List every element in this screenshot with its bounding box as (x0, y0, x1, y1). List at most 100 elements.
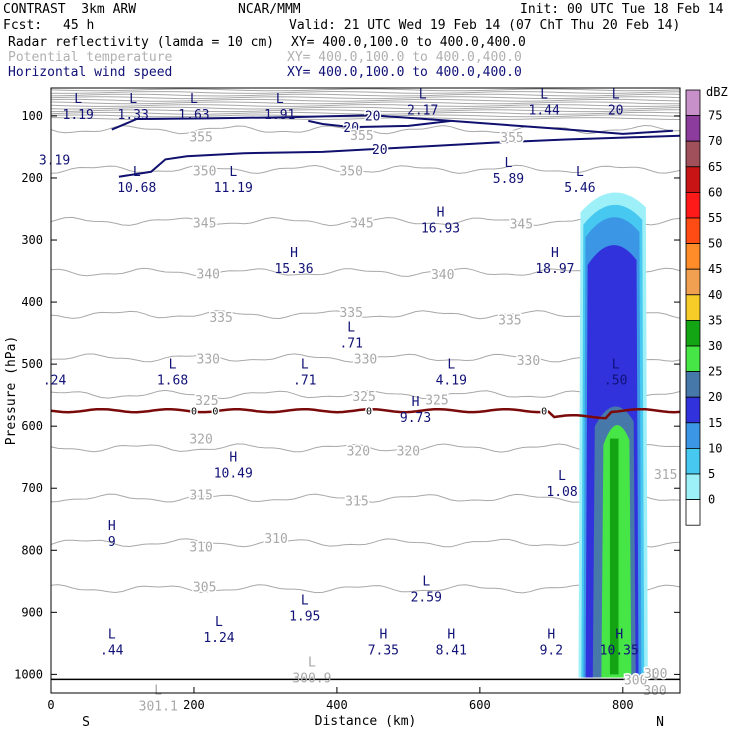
extremum-high-marker: H (615, 627, 623, 642)
extremum-value: 1.24 (203, 631, 234, 646)
extremum-value: 7.35 (368, 643, 399, 658)
theta-contour-label: 330 (517, 354, 540, 369)
colorbar-swatch (685, 191, 701, 219)
extremum-value: 2.59 (411, 591, 442, 606)
extremum-value: 10.35 (600, 643, 639, 658)
extremum-low-marker: L (308, 655, 316, 670)
colorbar-level-label: 20 (708, 390, 722, 404)
field-theta-name: Potential temperature (8, 50, 173, 65)
theta-contour-label: 340 (197, 268, 220, 283)
extremum-value: .24 (43, 374, 67, 389)
field-theta-xy: XY= 400.0,100.0 to 400.0,400.0 (287, 50, 522, 65)
extremum-value: 5.89 (493, 172, 524, 187)
field-reflectivity-name: Radar reflectivity (lamda = 10 cm) (8, 35, 275, 50)
extremum-value: .71 (293, 374, 316, 389)
extremum-low-marker: L (576, 165, 584, 180)
colorbar-swatch (685, 268, 701, 296)
colorbar-swatch (685, 473, 701, 501)
field-wind-xy: XY= 400.0,100.0 to 400.0,400.0 (287, 65, 522, 80)
extremum-low-marker: L (540, 88, 548, 103)
extremum-value: 300.9 (292, 671, 331, 686)
colorbar-level-label: 40 (708, 288, 722, 302)
theta-contour-label: 305 (193, 580, 216, 595)
theta-contour-315 (51, 493, 680, 503)
theta-contour-upper (51, 109, 680, 113)
theta-contour-340 (51, 267, 680, 277)
colorbar-swatch (685, 319, 701, 347)
extremum-value: 1.08 (546, 485, 577, 500)
extremum-low-marker: L (447, 358, 455, 373)
colorbar-level-label: 30 (708, 339, 722, 353)
extremum-value: 20 (608, 104, 624, 119)
theta-contour-325 (51, 389, 680, 400)
theta-contour-label: 320 (189, 433, 212, 448)
x-tick-label: 800 (612, 698, 634, 712)
theta-contour-label: 315 (345, 495, 368, 510)
extremum-value: 4.19 (436, 374, 467, 389)
extremum-value: 16.93 (421, 222, 460, 237)
colorbar-swatch (685, 140, 701, 168)
extremum-value: 9 (108, 535, 116, 550)
theta-contour-335 (51, 310, 680, 320)
x-tick-label: 600 (469, 698, 491, 712)
extremum-low-marker: L (108, 627, 116, 642)
extremum-value: 1.19 (63, 108, 94, 123)
extremum-low-marker: L (505, 156, 513, 171)
model-title: CONTRAST 3km ARW (3, 2, 137, 17)
theta-contour-label: 315 (654, 468, 677, 483)
theta-contour-label: 350 (339, 165, 362, 180)
colorbar-swatch (685, 345, 701, 373)
theta-contour-upper (51, 101, 680, 105)
theta-contour-310 (51, 538, 680, 548)
theta-contour-upper (51, 111, 680, 115)
plot-frame (50, 87, 681, 694)
theta-contour-label: 335 (498, 313, 521, 328)
extremum-value: 1.33 (118, 108, 149, 123)
forecast-hours: 45 h (63, 18, 95, 33)
theta-contour-label: 355 (500, 131, 523, 146)
y-tick-label: 800 (21, 543, 43, 557)
y-tick-label: 200 (21, 171, 43, 185)
colorbar-swatch (685, 115, 701, 142)
theta-contour-label: 315 (189, 488, 212, 503)
colorbar-level-label: 50 (708, 237, 722, 251)
extremum-value: 2.17 (407, 104, 438, 119)
theta-contour-label: 355 (350, 129, 373, 144)
wind-contour-label: 20 (365, 109, 381, 124)
colorbar-level-label: 45 (708, 262, 722, 276)
extremum-high-marker: H (108, 519, 116, 534)
extremum-low-marker: L (74, 92, 82, 107)
extremum-low-marker: L (190, 92, 198, 107)
theta-contour-label: 330 (354, 353, 377, 368)
orientation-north: N (656, 715, 664, 730)
colorbar-level-label: 60 (708, 185, 722, 199)
wind-contour-label: 20 (343, 121, 359, 136)
field-wind-name: Horizontal wind speed (8, 65, 173, 80)
extremum-value: 10.68 (117, 181, 156, 196)
theta-contour-label: 320 (347, 444, 370, 459)
theta-contour-label: 325 (195, 394, 218, 409)
extremum-low-marker: L (422, 575, 430, 590)
extremum-low-marker: L (229, 165, 237, 180)
colorbar-level-label: 10 (708, 441, 722, 455)
y-tick-label: 700 (21, 481, 43, 495)
zero-isotherm-label: 0 (541, 407, 547, 418)
extremum-low-marker: L (154, 683, 162, 698)
theta-contour-upper (51, 98, 680, 102)
theta-contour-label: 355 (189, 130, 212, 145)
orientation-south: S (82, 715, 90, 730)
x-axis-label: Distance (km) (315, 714, 417, 729)
extremum-value: 3.19 (39, 153, 70, 168)
theta-contour-345 (51, 216, 680, 227)
theta-contour-305 (51, 584, 680, 594)
colorbar-level-label: 0 (708, 493, 715, 507)
forecast-label: Fcst: (3, 18, 43, 33)
valid-time: Valid: 21 UTC Wed 19 Feb 14 (07 ChT Thu … (289, 18, 681, 33)
extremum-low-marker: L (169, 358, 177, 373)
x-tick-label: 0 (47, 698, 54, 712)
y-tick-label: 100 (21, 109, 43, 123)
theta-contour-label: 300 (624, 673, 647, 688)
extremum-low-marker: L (301, 358, 309, 373)
y-tick-label: 1000 (14, 667, 43, 681)
